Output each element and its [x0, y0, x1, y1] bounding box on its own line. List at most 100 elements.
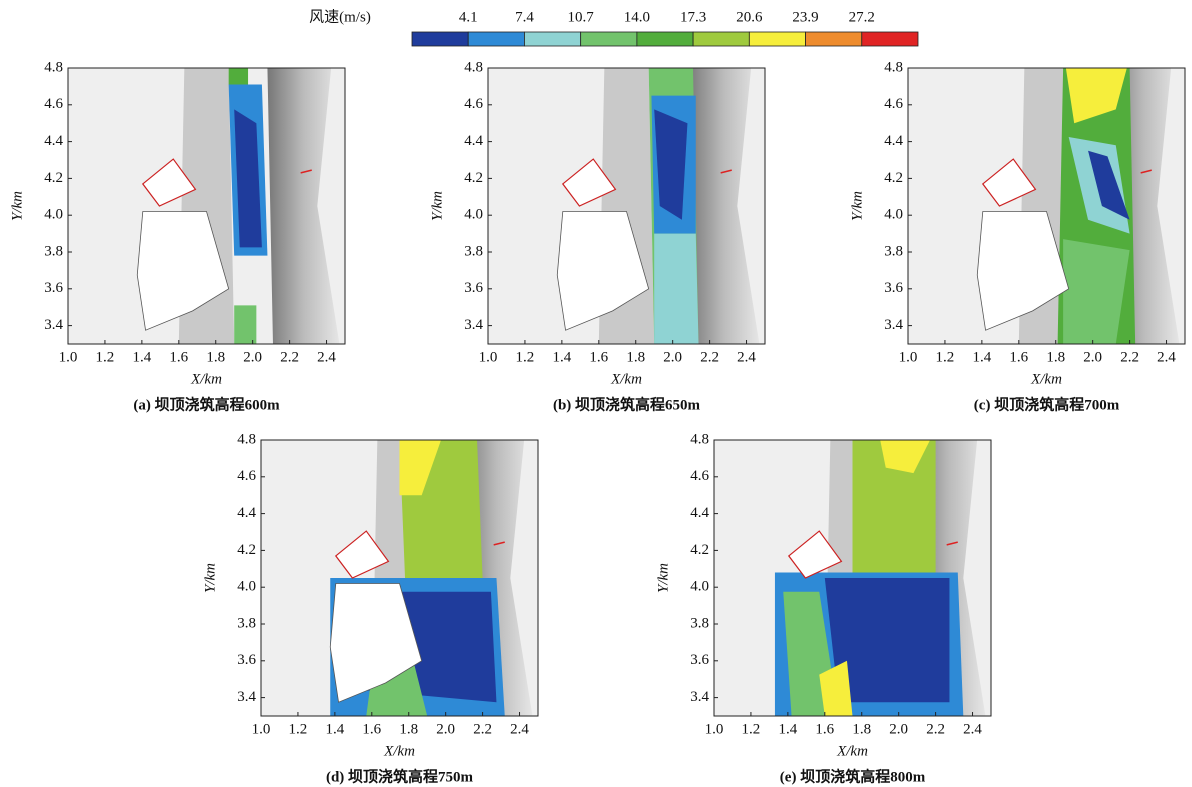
- x-tick-label: 2.4: [737, 349, 756, 365]
- x-tick-label: 1.2: [289, 721, 308, 737]
- y-tick-label: 4.8: [690, 431, 709, 447]
- x-tick-label: 2.2: [700, 349, 719, 365]
- colorbar-tick-label: 17.3: [680, 9, 706, 25]
- y-axis-label: Y/km: [655, 563, 671, 593]
- y-tick-label: 4.2: [237, 542, 256, 558]
- x-tick-label: 1.8: [626, 349, 645, 365]
- caption: (c) 坝顶浇筑高程700m: [974, 395, 1120, 413]
- x-tick-label: 1.4: [132, 349, 151, 365]
- color-segment: [581, 32, 637, 46]
- y-tick-label: 3.4: [884, 317, 903, 333]
- wind-field: [229, 68, 248, 85]
- color-segment: [637, 32, 693, 46]
- x-axis-label: X/km: [610, 371, 642, 387]
- y-axis-label: Y/km: [9, 191, 25, 221]
- x-tick-label: 2.4: [317, 349, 336, 365]
- x-tick-label: 1.2: [96, 349, 115, 365]
- x-tick-label: 1.0: [899, 349, 918, 365]
- y-tick-label: 3.6: [884, 280, 903, 296]
- y-tick-label: 4.0: [690, 579, 709, 595]
- x-tick-label: 2.2: [926, 721, 945, 737]
- y-tick-label: 4.4: [237, 505, 256, 521]
- x-axis-label: X/km: [190, 371, 222, 387]
- caption: (b) 坝顶浇筑高程650m: [553, 395, 701, 413]
- x-tick-label: 1.0: [705, 721, 724, 737]
- y-axis-label: Y/km: [202, 563, 218, 593]
- colorbar-tick-label: 27.2: [849, 9, 875, 25]
- colorbar-tick-label: 20.6: [736, 9, 763, 25]
- x-tick-label: 1.8: [206, 349, 225, 365]
- color-segment: [862, 32, 918, 46]
- y-tick-label: 4.2: [690, 542, 709, 558]
- y-tick-label: 4.6: [884, 96, 903, 112]
- color-segment: [749, 32, 805, 46]
- y-tick-label: 4.4: [464, 133, 483, 149]
- x-tick-label: 1.8: [399, 721, 418, 737]
- y-tick-label: 4.8: [464, 59, 483, 75]
- x-tick-label: 1.4: [778, 721, 797, 737]
- x-tick-label: 1.6: [362, 721, 381, 737]
- x-tick-label: 1.2: [516, 349, 535, 365]
- x-tick-label: 1.0: [59, 349, 78, 365]
- y-tick-label: 4.0: [884, 207, 903, 223]
- caption: (a) 坝顶浇筑高程600m: [133, 395, 280, 413]
- caption: (e) 坝顶浇筑高程800m: [780, 767, 926, 785]
- x-axis-label: X/km: [836, 743, 868, 759]
- y-tick-label: 3.4: [44, 317, 63, 333]
- y-tick-label: 3.6: [44, 280, 63, 296]
- x-tick-label: 1.8: [852, 721, 871, 737]
- x-tick-label: 2.4: [963, 721, 982, 737]
- x-tick-label: 2.4: [510, 721, 529, 737]
- y-tick-label: 4.4: [690, 505, 709, 521]
- y-tick-label: 3.8: [690, 615, 709, 631]
- color-segment: [806, 32, 862, 46]
- y-tick-label: 4.2: [44, 170, 63, 186]
- y-tick-label: 3.6: [237, 652, 256, 668]
- x-tick-label: 1.2: [742, 721, 761, 737]
- y-tick-label: 4.8: [884, 59, 903, 75]
- y-tick-label: 4.0: [464, 207, 483, 223]
- y-tick-label: 4.2: [464, 170, 483, 186]
- y-tick-label: 4.0: [237, 579, 256, 595]
- y-tick-label: 3.8: [44, 243, 63, 259]
- x-tick-label: 1.4: [552, 349, 571, 365]
- color-segment: [693, 32, 749, 46]
- wind-field: [234, 305, 256, 344]
- y-tick-label: 3.4: [690, 689, 709, 705]
- x-axis-label: X/km: [383, 743, 415, 759]
- x-tick-label: 2.0: [243, 349, 262, 365]
- colorbar-label: 风速(m/s): [309, 8, 371, 25]
- x-tick-label: 1.4: [972, 349, 991, 365]
- x-tick-label: 1.0: [479, 349, 498, 365]
- y-tick-label: 4.6: [690, 468, 709, 484]
- y-tick-label: 3.6: [690, 652, 709, 668]
- color-segment: [412, 32, 468, 46]
- x-tick-label: 2.0: [889, 721, 908, 737]
- x-tick-label: 2.4: [1157, 349, 1176, 365]
- x-tick-label: 2.0: [436, 721, 455, 737]
- y-tick-label: 4.6: [464, 96, 483, 112]
- x-tick-label: 1.2: [936, 349, 955, 365]
- colorbar-tick-label: 23.9: [792, 9, 818, 25]
- x-tick-label: 1.6: [1009, 349, 1028, 365]
- y-tick-label: 3.8: [884, 243, 903, 259]
- y-tick-label: 4.8: [237, 431, 256, 447]
- x-tick-label: 2.0: [1083, 349, 1102, 365]
- colorbar-tick-label: 14.0: [624, 9, 650, 25]
- y-tick-label: 4.8: [44, 59, 63, 75]
- color-segment: [468, 32, 524, 46]
- colorbar-tick-label: 7.4: [515, 9, 534, 25]
- colorbar-tick-label: 10.7: [568, 9, 595, 25]
- y-tick-label: 3.8: [464, 243, 483, 259]
- x-tick-label: 1.0: [252, 721, 271, 737]
- y-tick-label: 4.4: [884, 133, 903, 149]
- x-tick-label: 2.2: [1120, 349, 1139, 365]
- x-tick-label: 2.2: [473, 721, 492, 737]
- y-tick-label: 3.6: [464, 280, 483, 296]
- x-tick-label: 2.0: [663, 349, 682, 365]
- y-axis-label: Y/km: [849, 191, 865, 221]
- figure: 风速(m/s) 4.17.410.714.017.320.623.927.21.…: [0, 0, 1192, 787]
- wind-field: [654, 234, 698, 344]
- y-axis-label: Y/km: [429, 191, 445, 221]
- x-tick-label: 1.4: [325, 721, 344, 737]
